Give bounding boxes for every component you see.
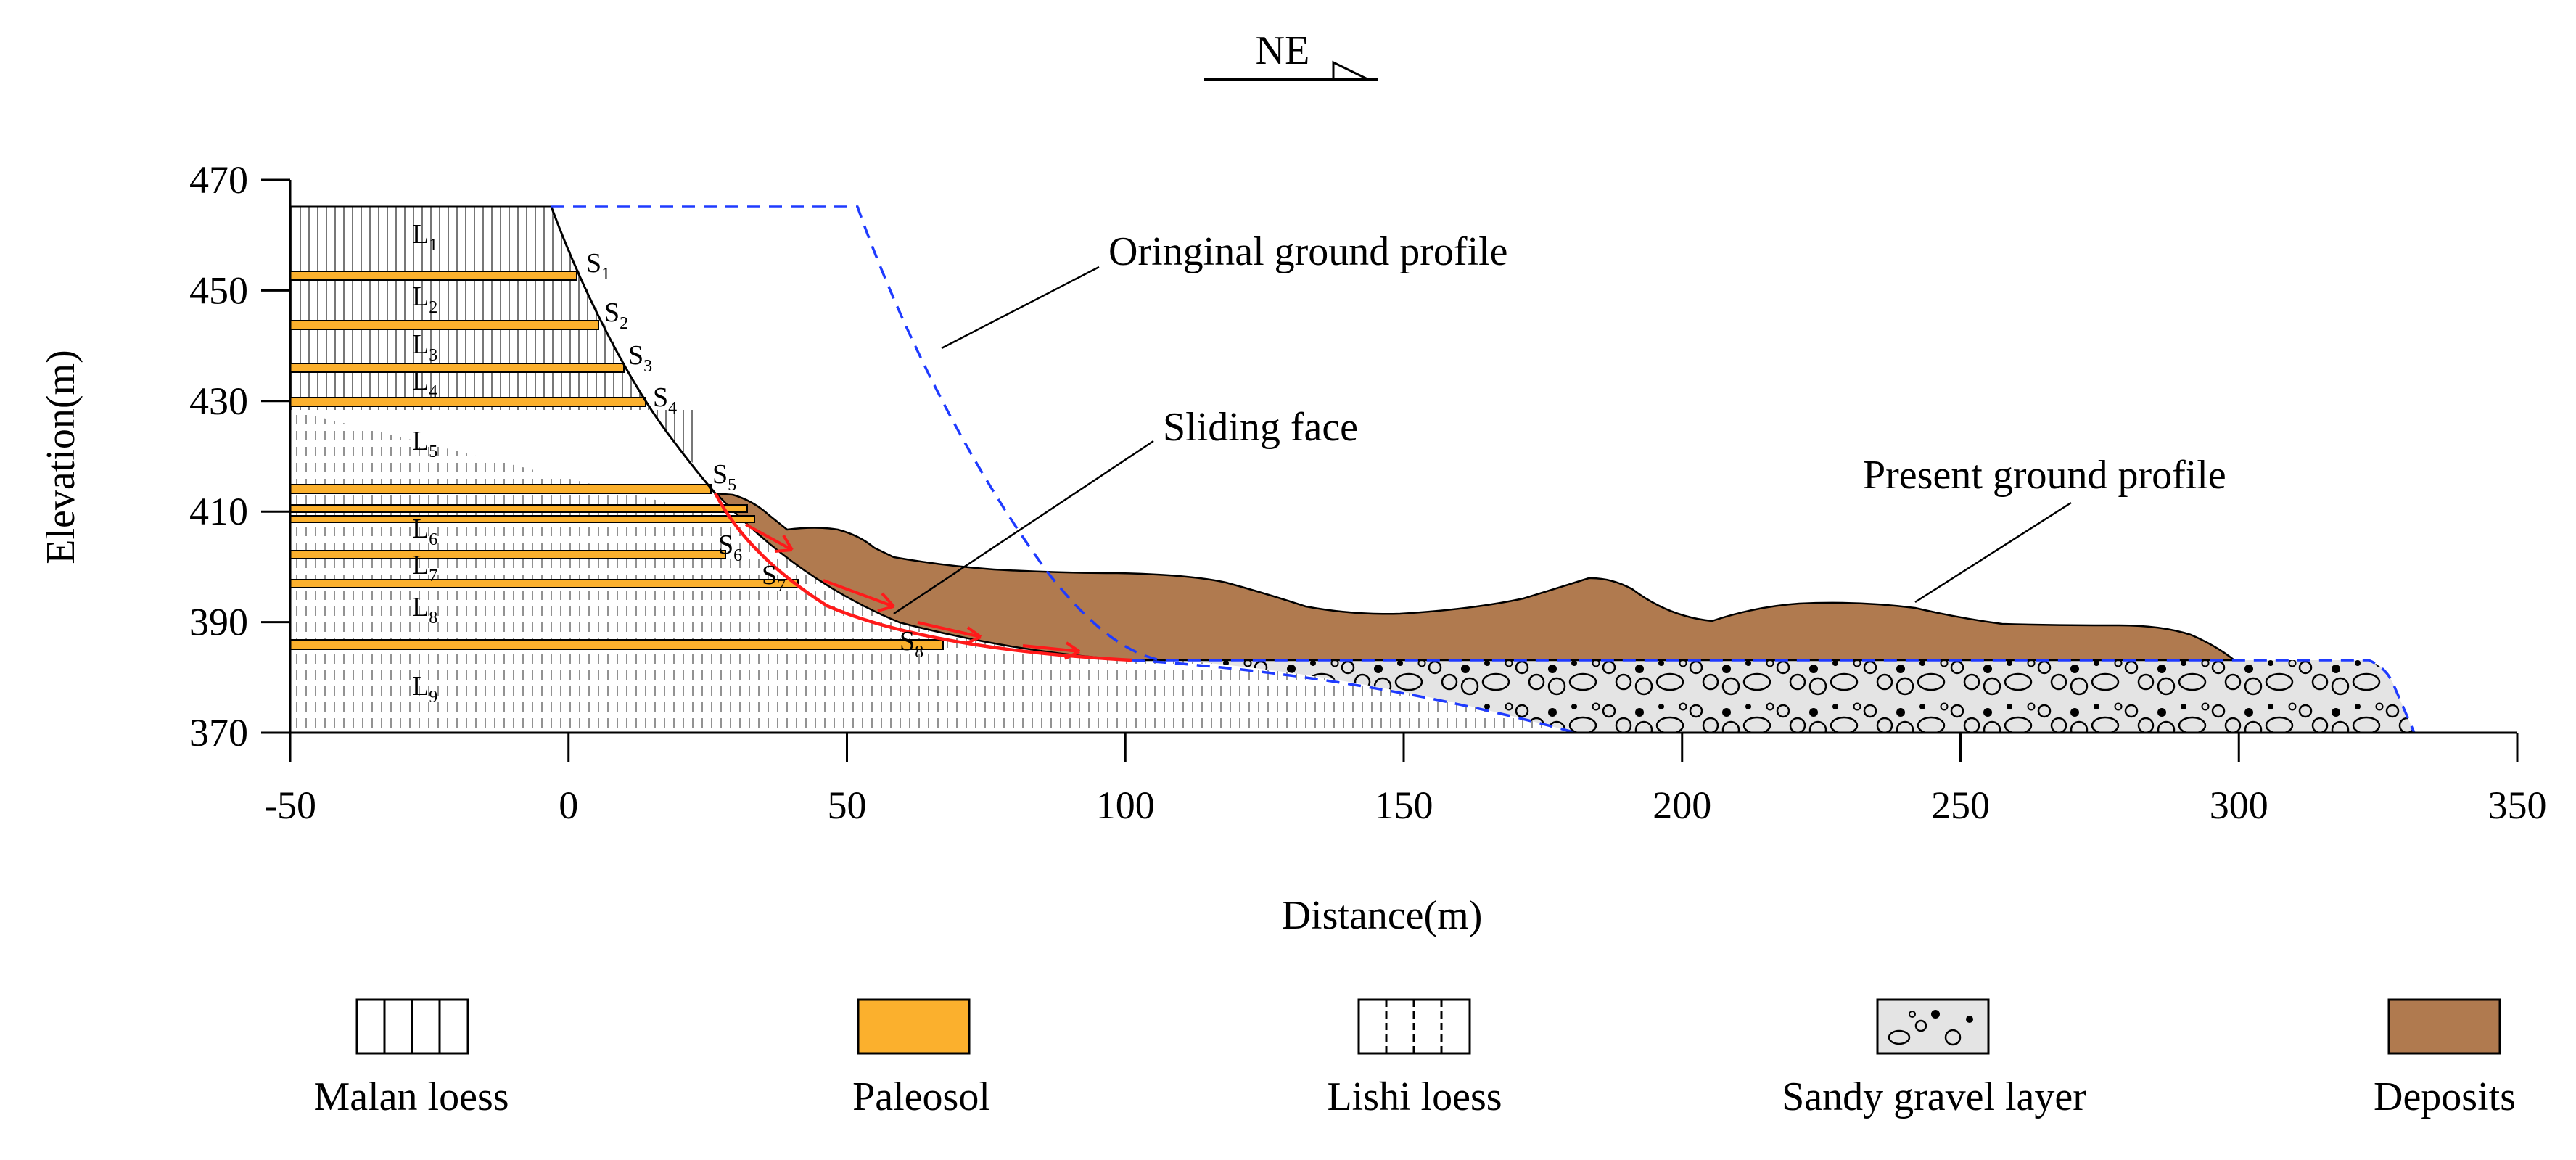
north-arrow-icon bbox=[1332, 60, 1368, 81]
layer-label: L3 bbox=[412, 329, 437, 365]
x-tick-label: 250 bbox=[1931, 783, 1990, 827]
y-tick-label: 430 bbox=[189, 379, 248, 423]
orientation-label: NE bbox=[1256, 28, 1310, 73]
layer-label: L4 bbox=[412, 366, 437, 401]
y-tick-label: 390 bbox=[189, 601, 248, 644]
x-tick-label: 200 bbox=[1653, 783, 1711, 827]
orientation-marker: NE bbox=[1204, 28, 1378, 81]
legend-label: Lishi loess bbox=[1327, 1074, 1502, 1119]
paleosol-label: S1 bbox=[586, 248, 610, 284]
x-tick-label: -50 bbox=[264, 783, 316, 827]
present-profile-label: Present ground profile bbox=[1863, 453, 2226, 498]
legend: Malan loess Paleosol Lishi loess Sandy g… bbox=[313, 998, 2516, 1119]
paleosol-label: S8 bbox=[900, 626, 923, 662]
legend-item-sandy-gravel: Sandy gravel layer bbox=[1782, 998, 2086, 1119]
x-tick-label: 100 bbox=[1096, 783, 1155, 827]
paleosol-label: S2 bbox=[604, 297, 628, 333]
layer-label: L6 bbox=[412, 514, 437, 549]
sandy-gravel-layer bbox=[1175, 660, 2414, 733]
legend-label: Paleosol bbox=[852, 1074, 990, 1119]
paleosol-label: S5 bbox=[712, 459, 736, 495]
original-ground-profile bbox=[551, 205, 2416, 733]
original-ground-lower-dashes bbox=[1131, 659, 1576, 734]
present-slope-line bbox=[550, 206, 717, 494]
original-profile-label: Oringinal ground profile bbox=[1108, 229, 1508, 274]
legend-label: Deposits bbox=[2374, 1074, 2516, 1119]
y-axis-ticks: 470 450 430 410 390 370 bbox=[189, 158, 290, 754]
legend-label: Sandy gravel layer bbox=[1782, 1074, 2086, 1119]
paleosol-label: S3 bbox=[628, 340, 652, 376]
layer-label: L8 bbox=[412, 592, 437, 628]
y-axis-label: Elevation(m) bbox=[38, 350, 83, 564]
y-tick-label: 450 bbox=[189, 268, 248, 312]
paleosol-labels: S1 S2 S3 S4 S5 S6 S7 S8 bbox=[586, 248, 923, 662]
layer-label: L7 bbox=[412, 550, 437, 585]
paleosol-label: S7 bbox=[762, 560, 786, 596]
layer-label: L9 bbox=[412, 671, 437, 707]
legend-item-deposits: Deposits bbox=[2374, 998, 2516, 1119]
layer-label: L5 bbox=[412, 426, 437, 461]
x-tick-label: 50 bbox=[828, 783, 867, 827]
x-tick-label: 350 bbox=[2488, 783, 2547, 827]
x-axis-label: Distance(m) bbox=[1282, 893, 1483, 938]
sliding-direction-arrows bbox=[745, 523, 1081, 660]
legend-label: Malan loess bbox=[313, 1074, 509, 1119]
sliding-face-label: Sliding face bbox=[1163, 405, 1358, 450]
paleosol-label: S6 bbox=[718, 530, 742, 565]
layer-labels: L1 L2 L3 L4 L5 L6 L7 L8 L9 bbox=[412, 219, 437, 707]
legend-item-malan-loess: Malan loess bbox=[313, 998, 509, 1119]
x-tick-label: 150 bbox=[1375, 783, 1433, 827]
x-tick-label: 300 bbox=[2210, 783, 2268, 827]
layer-label: L2 bbox=[412, 281, 437, 317]
layer-label: L1 bbox=[412, 219, 437, 255]
y-tick-label: 370 bbox=[189, 711, 248, 754]
paleosol-bands bbox=[289, 271, 944, 650]
x-tick-label: 0 bbox=[559, 783, 578, 827]
y-tick-label: 410 bbox=[189, 490, 248, 533]
deposits-region bbox=[714, 492, 2237, 662]
paleosol-label: S4 bbox=[653, 382, 677, 418]
y-tick-label: 470 bbox=[189, 158, 248, 202]
legend-item-paleosol: Paleosol bbox=[852, 998, 990, 1119]
legend-item-lishi-loess: Lishi loess bbox=[1327, 998, 1502, 1119]
sliding-face bbox=[714, 492, 1132, 662]
x-axis-ticks: -50 0 50 100 150 200 250 300 350 bbox=[264, 733, 2547, 827]
